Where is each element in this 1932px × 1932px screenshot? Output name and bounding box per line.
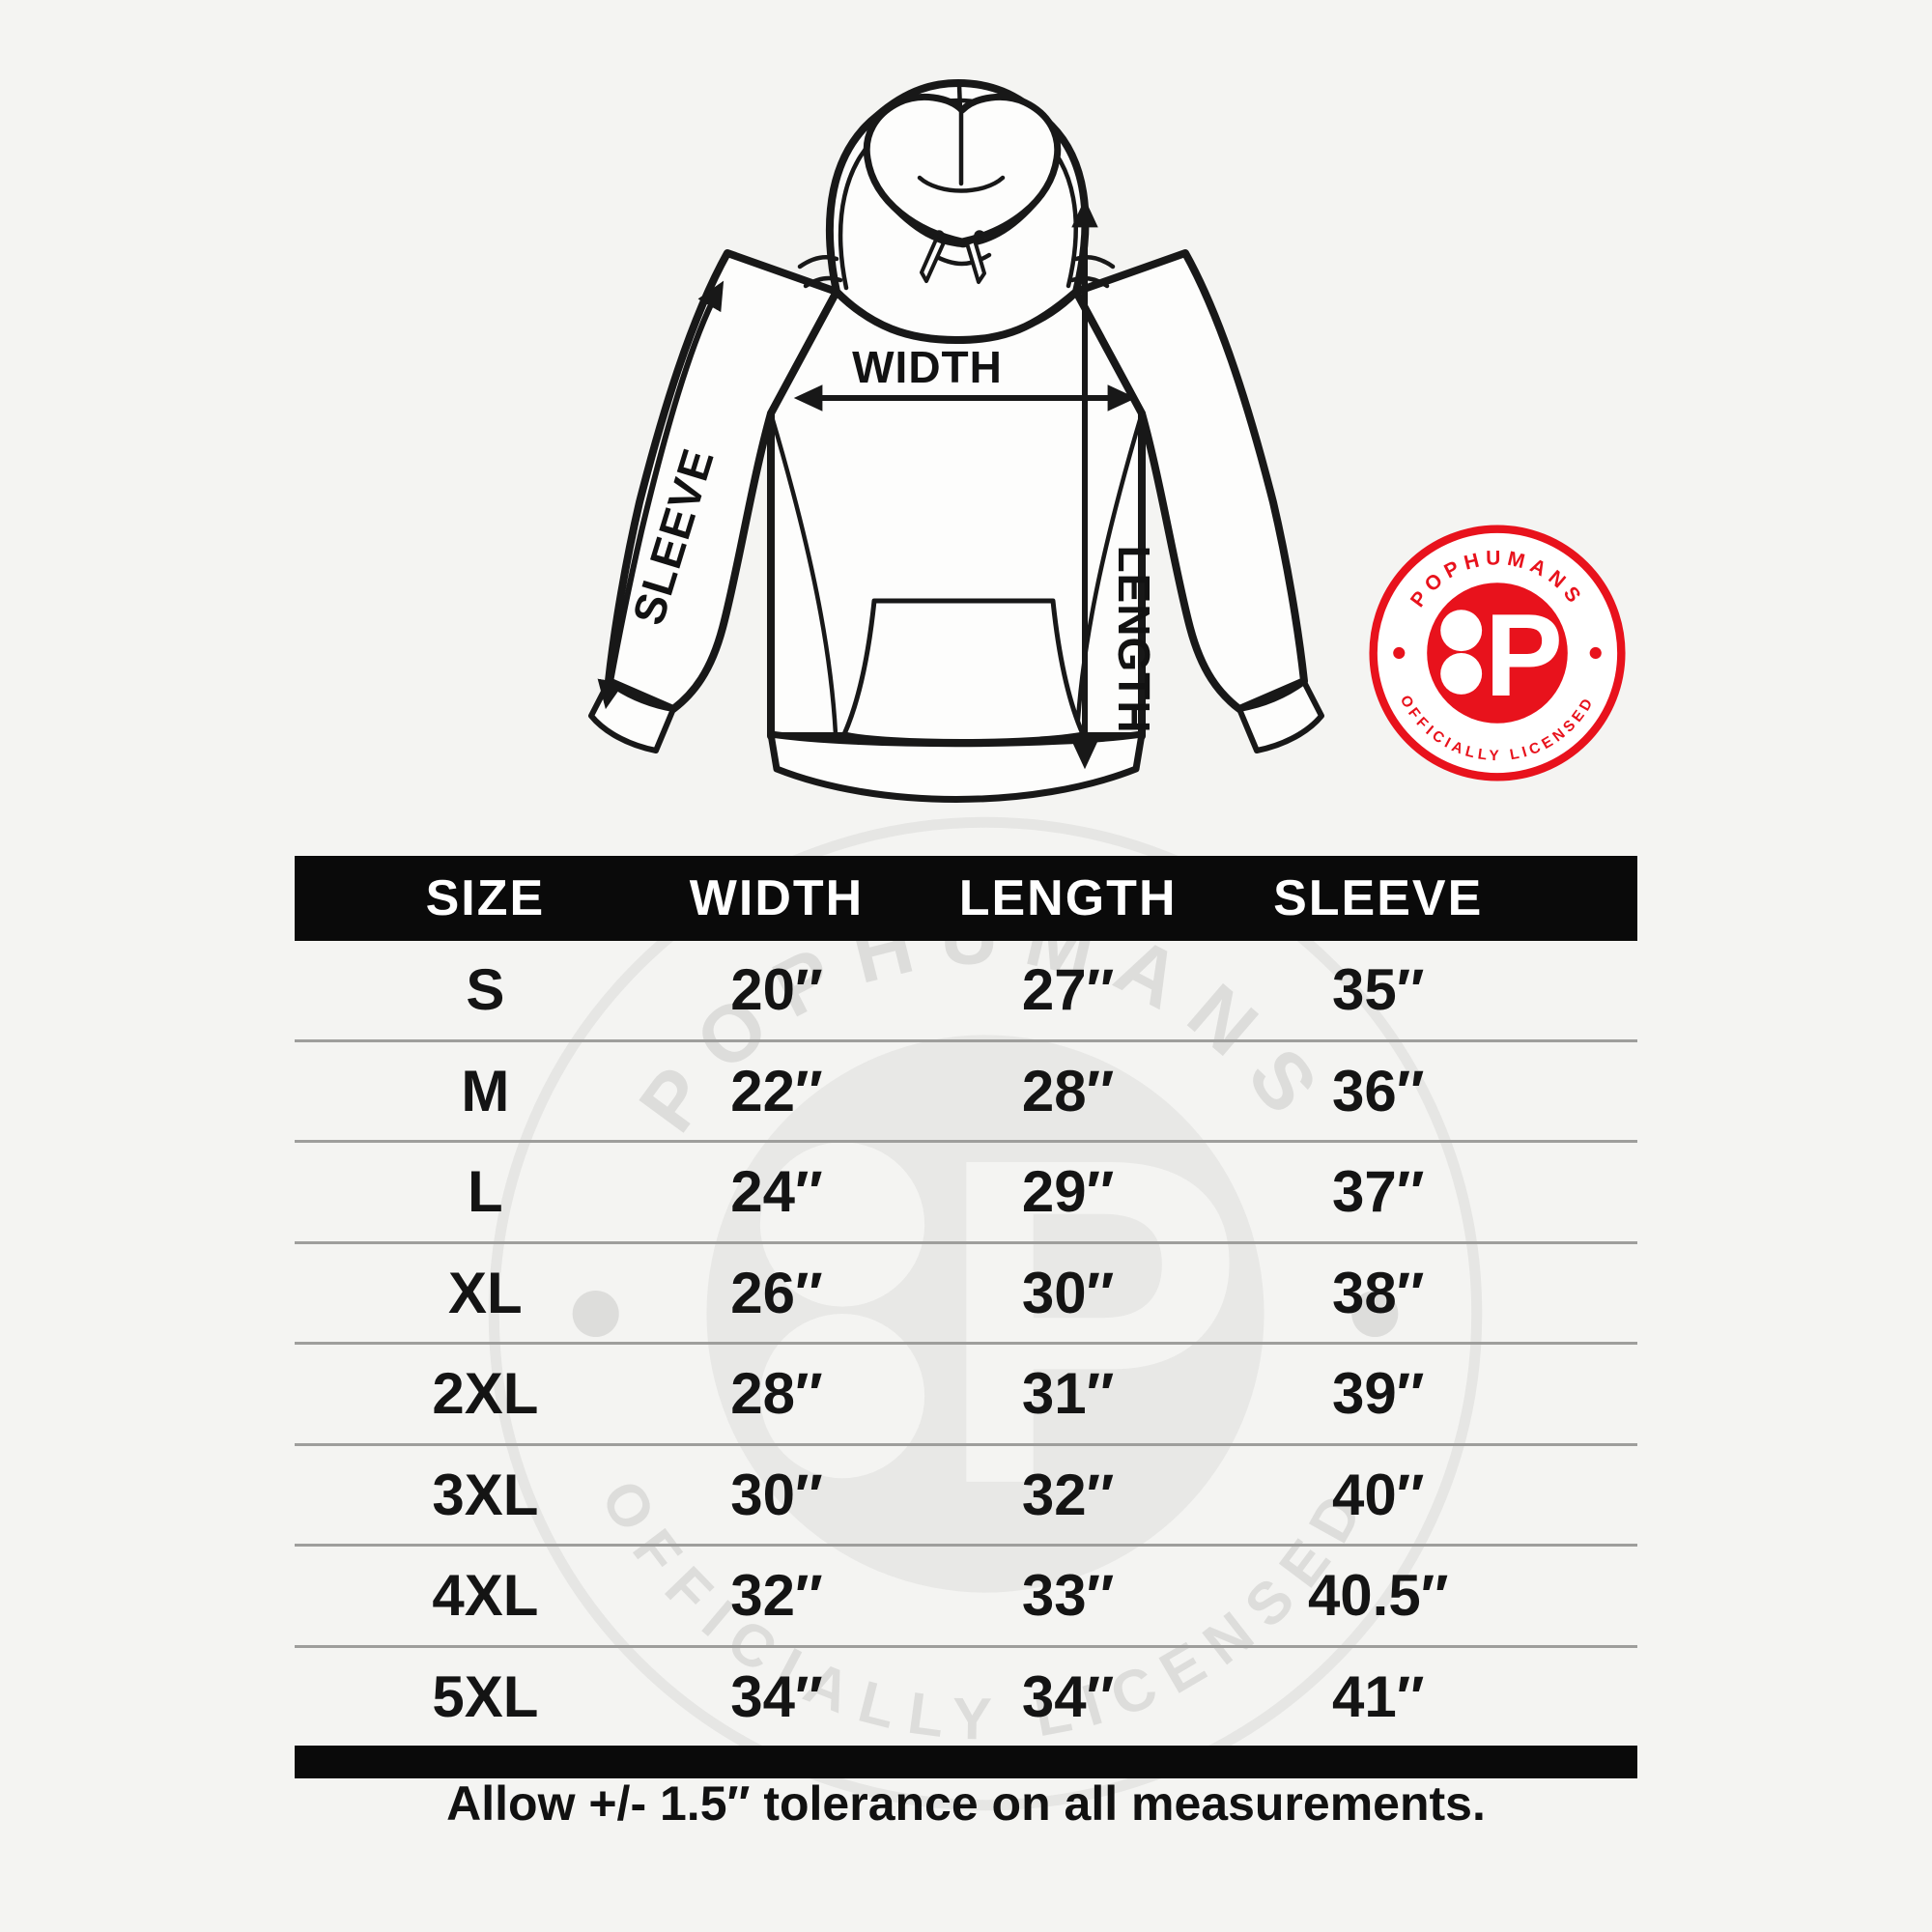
cell-width: 34″ [730, 1663, 823, 1729]
cell-sleeve: 38″ [1331, 1260, 1425, 1325]
cell-size: 4XL [432, 1563, 539, 1629]
cell-length: 30″ [1021, 1260, 1115, 1325]
hood-fold-left [797, 255, 843, 289]
cell-width: 22″ [730, 1058, 823, 1123]
watermark-right-dot-icon [1351, 1290, 1399, 1338]
cell-width: 26″ [730, 1260, 823, 1325]
cell-sleeve: 39″ [1331, 1361, 1425, 1427]
watermark-colon-dot-icon [759, 1142, 925, 1307]
cuff-right [1236, 679, 1324, 753]
seam-left [768, 411, 838, 737]
table-row: L 24″ 29″ 37″ [295, 1140, 1637, 1241]
watermark-ring [488, 816, 1483, 1811]
cell-sleeve: 35″ [1331, 957, 1425, 1023]
cell-sleeve: 37″ [1331, 1159, 1425, 1225]
table-row: S 20″ 27″ 35″ [295, 941, 1637, 1039]
eyelet-right-icon [974, 230, 985, 242]
watermark-monogram: P [935, 1062, 1245, 1580]
sleeve-arrow [597, 280, 724, 710]
header-cell-size: SIZE [425, 870, 546, 926]
cell-width: 30″ [730, 1462, 823, 1527]
cell-size: S [466, 957, 505, 1023]
table-row: 2XL 28″ 31″ 39″ [295, 1342, 1637, 1443]
cell-sleeve: 40″ [1331, 1462, 1425, 1527]
drawstring-left [920, 238, 946, 283]
cell-sleeve: 36″ [1331, 1058, 1425, 1123]
cell-sleeve: 41″ [1331, 1663, 1425, 1729]
cell-length: 31″ [1021, 1361, 1115, 1427]
tolerance-note: Allow +/- 1.5″ tolerance on all measurem… [446, 1776, 1486, 1831]
cell-sleeve: 40.5″ [1307, 1563, 1449, 1629]
hoodie-measurement-diagram: WIDTH LENGTH SLEEVE [588, 79, 1324, 803]
collar-line [917, 175, 1006, 193]
cell-length: 27″ [1021, 957, 1115, 1023]
table-header-row: SIZE WIDTH LENGTH SLEEVE [295, 856, 1637, 941]
badge-colon-dot-icon [1440, 653, 1483, 695]
table-row: M 22″ 28″ 36″ [295, 1038, 1637, 1141]
badge-right-dot-icon [1589, 646, 1602, 660]
table-row: 4XL 32″ 33″ 40.5″ [295, 1544, 1637, 1645]
drawstring-right [965, 239, 986, 284]
hood-center-seam [956, 82, 964, 186]
cell-width: 20″ [730, 957, 823, 1023]
table-row: XL 26″ 30″ 38″ [295, 1240, 1637, 1343]
cell-length: 33″ [1021, 1563, 1115, 1629]
cell-width: 28″ [730, 1361, 823, 1427]
badge-colon-dot-icon [1440, 610, 1483, 652]
cell-size: XL [448, 1260, 523, 1325]
badge-monogram: P [1485, 589, 1563, 721]
cell-length: 34″ [1021, 1663, 1115, 1729]
watermark-logo: POPHUMANS OFFICIALLY LICENSED P [488, 816, 1483, 1811]
cell-size: M [461, 1058, 510, 1123]
kangaroo-pocket [841, 598, 1086, 744]
table-footer-bar [295, 1746, 1637, 1778]
badge-left-dot-icon [1393, 646, 1406, 660]
watermark-colon-dot-icon [759, 1314, 925, 1479]
size-table: SIZE WIDTH LENGTH SLEEVE S 20″ 27″ 35″ M… [295, 856, 1637, 1778]
cell-width: 32″ [730, 1563, 823, 1629]
header-cell-width: WIDTH [689, 870, 865, 926]
cell-length: 28″ [1021, 1058, 1115, 1123]
cell-size: L [468, 1159, 503, 1225]
flap-line-left [882, 196, 967, 248]
cell-length: 32″ [1021, 1462, 1115, 1527]
hem-band [767, 730, 1146, 803]
header-cell-sleeve: SLEEVE [1273, 870, 1484, 926]
watermark-left-dot-icon [572, 1290, 619, 1338]
cell-length: 29″ [1021, 1159, 1115, 1225]
length-label: LENGTH [1109, 545, 1159, 733]
cell-width: 24″ [730, 1159, 823, 1225]
sleeve-right [1072, 249, 1308, 713]
header-cell-length: LENGTH [958, 870, 1178, 926]
cell-size: 2XL [432, 1361, 539, 1427]
cell-size: 5XL [432, 1663, 539, 1729]
table-row: 3XL 30″ 32″ 40″ [295, 1442, 1637, 1545]
width-label: WIDTH [852, 342, 1003, 392]
pophumans-badge: POPHUMANS OFFICIALLY LICENSED P [1369, 525, 1626, 781]
table-row: 5XL 34″ 34″ 41″ [295, 1644, 1637, 1747]
cell-size: 3XL [432, 1462, 539, 1527]
